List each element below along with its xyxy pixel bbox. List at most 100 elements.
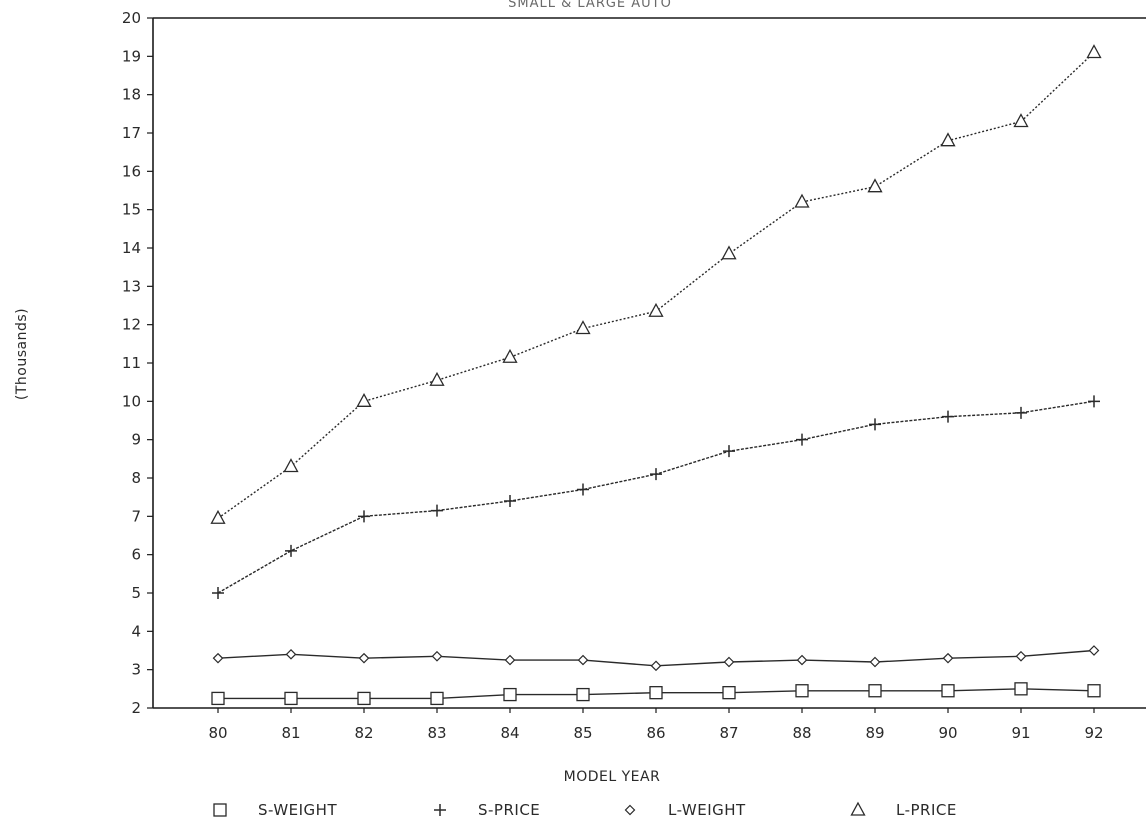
data-point-s-weight: [357, 691, 371, 706]
x-tick-label: 85: [573, 724, 592, 742]
legend-marker-l-price: [850, 801, 866, 816]
y-tick-label: 12: [122, 316, 141, 334]
data-point-s-weight: [284, 691, 298, 706]
plot-frame: [152, 17, 1146, 709]
data-point-s-weight: [576, 687, 590, 702]
y-tick-label: 9: [131, 431, 141, 449]
data-point-l-weight: [358, 652, 370, 664]
data-point-l-price: [1086, 44, 1102, 59]
y-tick-label: 19: [122, 47, 141, 65]
data-point-l-price: [575, 320, 591, 335]
series-l-weight: [212, 645, 1100, 672]
y-tick-label: 13: [122, 277, 141, 295]
data-point-s-price: [358, 510, 370, 523]
data-point-s-weight: [868, 684, 882, 698]
data-point-s-price: [212, 587, 224, 599]
data-point-l-weight: [285, 648, 297, 660]
data-point-s-price: [1088, 395, 1100, 408]
data-point-s-price: [285, 544, 297, 557]
x-tick-label: 92: [1084, 724, 1103, 742]
data-point-s-price: [650, 468, 662, 481]
series-l-price: [210, 44, 1102, 524]
y-tick-label: 17: [122, 124, 141, 142]
series-line-l-price: [217, 51, 1095, 519]
chart-title: SMALL & LARGE AUTO: [508, 0, 672, 11]
data-point-s-weight: [722, 686, 736, 700]
data-point-l-price: [721, 245, 737, 260]
x-tick-label: 80: [208, 724, 227, 742]
data-point-l-weight: [723, 656, 735, 668]
legend: S-WEIGHT S-PRICE L-WEIGHT L-PRICE: [213, 801, 957, 819]
x-axis: 80 81 82 83 84 85 86 87 88 89 90 91 92: [208, 708, 1104, 742]
legend-marker-s-price: [434, 804, 446, 816]
x-tick-label: 82: [354, 724, 373, 742]
legend-item-l-weight: L-WEIGHT: [624, 801, 746, 819]
data-point-s-price: [504, 495, 516, 507]
y-tick-label: 18: [122, 86, 141, 104]
data-point-s-price: [942, 410, 954, 423]
legend-item-s-weight: S-WEIGHT: [213, 801, 337, 819]
data-point-l-price: [1013, 113, 1029, 128]
data-point-s-weight: [1087, 684, 1101, 698]
legend-marker-s-weight: [213, 803, 227, 817]
data-point-l-price: [648, 302, 664, 317]
data-point-s-weight: [503, 687, 517, 702]
series-s-price: [212, 395, 1100, 599]
data-point-l-weight: [942, 652, 954, 664]
legend-item-s-price: S-PRICE: [434, 801, 540, 819]
y-tick-label: 2: [131, 699, 141, 717]
x-tick-label: 91: [1011, 724, 1030, 742]
data-point-s-price: [1015, 406, 1027, 419]
data-point-s-weight: [1014, 682, 1028, 696]
x-axis-title: MODEL YEAR: [564, 769, 661, 785]
y-tick-label: 4: [131, 622, 141, 640]
x-tick-label: 87: [719, 724, 738, 742]
x-tick-label: 90: [938, 724, 957, 742]
data-point-s-weight: [430, 691, 444, 706]
data-point-l-price: [283, 458, 299, 473]
data-point-l-weight: [212, 652, 224, 664]
legend-label-s-weight: S-WEIGHT: [258, 801, 337, 819]
legend-label-l-weight: L-WEIGHT: [668, 801, 746, 819]
data-point-s-price: [723, 445, 735, 458]
y-tick-label: 11: [122, 354, 141, 372]
legend-marker-l-weight: [624, 804, 636, 816]
x-tick-label: 81: [281, 724, 300, 742]
data-point-s-price: [431, 504, 443, 517]
y-tick-label: 14: [122, 239, 141, 257]
data-point-l-weight: [1088, 645, 1100, 656]
y-tick-label: 6: [131, 546, 141, 564]
data-point-s-weight: [795, 684, 809, 698]
x-tick-label: 83: [427, 724, 446, 742]
data-point-l-weight: [431, 650, 443, 662]
data-point-l-price: [502, 348, 518, 363]
data-point-s-price: [577, 483, 589, 496]
data-point-s-weight: [211, 691, 225, 706]
data-point-l-weight: [577, 654, 589, 666]
y-tick-label: 3: [131, 661, 141, 679]
data-point-l-price: [940, 132, 956, 147]
y-tick-label: 20: [122, 9, 141, 27]
data-point-l-weight: [869, 656, 881, 668]
y-axis: 2 3 4 5 6 7 8 9 10 11 12 13 14 15 16 17 18 19 20: [122, 9, 153, 717]
data-point-s-price: [869, 418, 881, 431]
y-tick-label: 8: [131, 469, 141, 487]
legend-label-s-price: S-PRICE: [478, 801, 540, 819]
data-point-l-price: [867, 178, 883, 193]
data-point-s-weight: [941, 684, 955, 698]
data-point-l-weight: [650, 660, 662, 672]
y-tick-label: 15: [122, 201, 141, 219]
y-tick-label: 10: [122, 392, 141, 410]
series-layer: [210, 44, 1102, 706]
data-point-l-price: [356, 392, 372, 407]
series-line-s-price: [217, 400, 1095, 594]
data-point-l-weight: [796, 654, 808, 666]
y-axis-title: (Thousands): [14, 308, 30, 400]
y-tick-label: 16: [122, 162, 141, 180]
legend-label-l-price: L-PRICE: [896, 801, 957, 819]
series-s-weight: [211, 682, 1101, 706]
y-tick-label: 7: [131, 507, 141, 525]
data-point-l-price: [794, 193, 810, 208]
x-tick-label: 89: [865, 724, 884, 742]
